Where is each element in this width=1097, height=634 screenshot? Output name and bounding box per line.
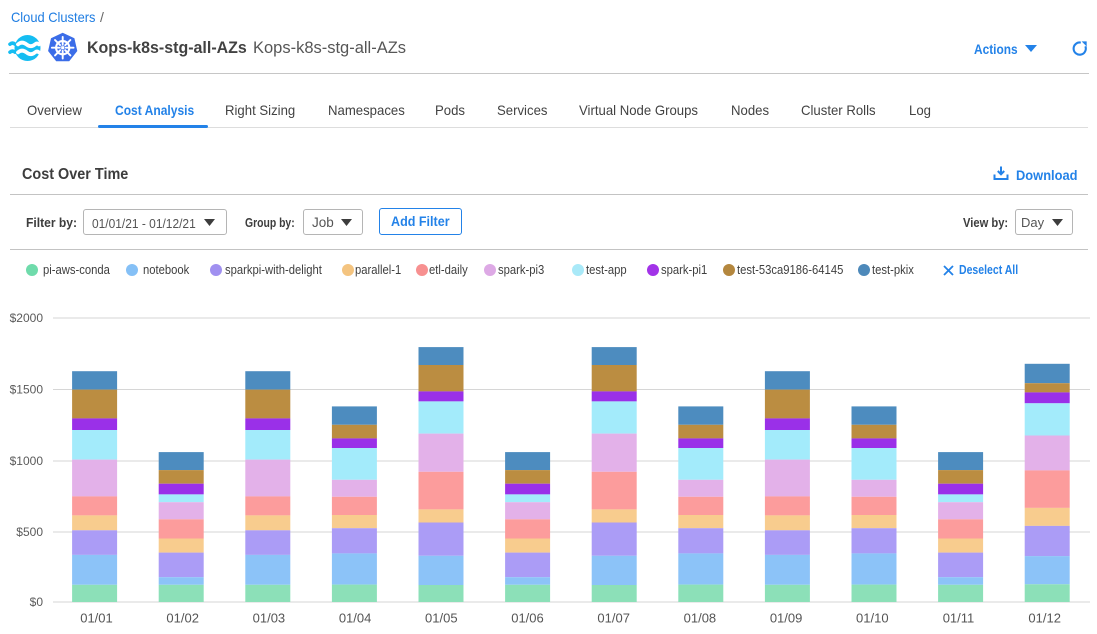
svg-text:01/04: 01/04 [339, 611, 372, 626]
svg-text:01/03: 01/03 [253, 611, 286, 626]
svg-text:01/05: 01/05 [425, 611, 458, 626]
svg-text:$2000: $2000 [10, 311, 44, 325]
svg-text:01/07: 01/07 [597, 611, 630, 626]
svg-text:01/10: 01/10 [856, 611, 889, 626]
svg-text:01/11: 01/11 [943, 611, 975, 626]
svg-text:01/02: 01/02 [166, 611, 199, 626]
svg-text:$0: $0 [30, 595, 44, 609]
svg-text:01/12: 01/12 [1028, 611, 1061, 626]
svg-text:$1000: $1000 [10, 454, 44, 468]
svg-text:01/06: 01/06 [511, 611, 544, 626]
svg-text:$500: $500 [16, 525, 43, 539]
svg-text:$1500: $1500 [10, 383, 44, 397]
svg-text:01/08: 01/08 [684, 611, 717, 626]
svg-text:01/09: 01/09 [770, 611, 803, 626]
svg-text:01/01: 01/01 [80, 611, 113, 626]
